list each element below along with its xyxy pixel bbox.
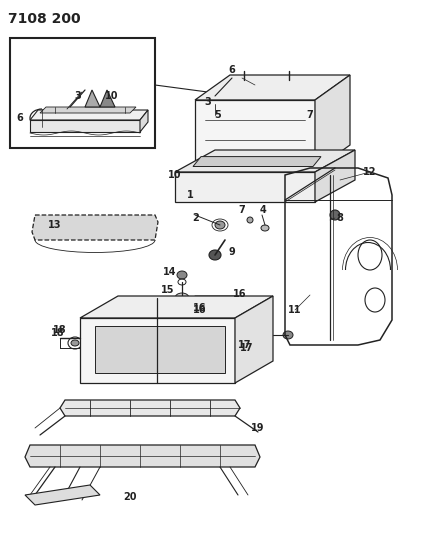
Ellipse shape: [330, 210, 340, 220]
Text: 16: 16: [193, 305, 207, 315]
Text: 1: 1: [187, 190, 193, 200]
Text: 14: 14: [163, 267, 177, 277]
Text: 20: 20: [123, 492, 137, 502]
Text: 4: 4: [260, 205, 266, 215]
Ellipse shape: [258, 84, 270, 92]
Text: 17: 17: [240, 343, 254, 353]
Text: 6: 6: [17, 113, 24, 123]
Text: 3: 3: [205, 97, 211, 107]
Text: 8: 8: [336, 213, 343, 223]
Text: 11: 11: [288, 305, 302, 315]
Polygon shape: [80, 318, 235, 383]
Polygon shape: [193, 157, 321, 166]
Polygon shape: [85, 90, 100, 107]
Ellipse shape: [71, 340, 79, 346]
Polygon shape: [175, 150, 355, 172]
Ellipse shape: [151, 300, 163, 308]
Ellipse shape: [261, 225, 269, 231]
Text: 5: 5: [214, 110, 221, 120]
Polygon shape: [195, 100, 315, 170]
Polygon shape: [193, 296, 242, 304]
Ellipse shape: [317, 126, 327, 134]
Ellipse shape: [177, 271, 187, 279]
Ellipse shape: [283, 331, 293, 339]
Polygon shape: [175, 172, 315, 202]
Polygon shape: [315, 150, 355, 202]
Text: 13: 13: [48, 220, 62, 230]
Text: 7: 7: [239, 205, 245, 215]
Polygon shape: [30, 110, 148, 120]
Text: 7108 200: 7108 200: [8, 12, 80, 26]
Polygon shape: [315, 75, 350, 170]
Text: 12: 12: [363, 167, 377, 177]
Text: 15: 15: [161, 285, 175, 295]
Ellipse shape: [87, 126, 93, 130]
Text: 10: 10: [168, 170, 182, 180]
Text: 17: 17: [238, 340, 252, 350]
Text: 16: 16: [193, 303, 207, 313]
Polygon shape: [25, 485, 100, 505]
Polygon shape: [32, 215, 158, 240]
Text: 9: 9: [229, 247, 235, 257]
Ellipse shape: [210, 96, 220, 104]
Text: 7: 7: [306, 110, 313, 120]
Polygon shape: [235, 296, 273, 383]
Polygon shape: [30, 120, 140, 132]
Polygon shape: [140, 110, 148, 132]
Polygon shape: [80, 296, 273, 318]
Polygon shape: [60, 400, 240, 416]
Ellipse shape: [175, 293, 189, 303]
Ellipse shape: [209, 250, 221, 260]
Polygon shape: [100, 90, 115, 107]
Polygon shape: [25, 445, 260, 467]
Polygon shape: [40, 107, 136, 113]
Text: 16: 16: [233, 289, 247, 299]
Text: 18: 18: [51, 328, 65, 338]
Text: 10: 10: [105, 91, 119, 101]
Ellipse shape: [247, 217, 253, 223]
Text: 6: 6: [229, 65, 235, 75]
Text: 2: 2: [193, 213, 199, 223]
Text: 3: 3: [74, 91, 81, 101]
Ellipse shape: [104, 403, 116, 413]
Text: 18: 18: [53, 325, 67, 335]
Polygon shape: [95, 326, 225, 373]
Ellipse shape: [215, 221, 225, 229]
Polygon shape: [195, 75, 350, 100]
Text: 19: 19: [251, 423, 265, 433]
